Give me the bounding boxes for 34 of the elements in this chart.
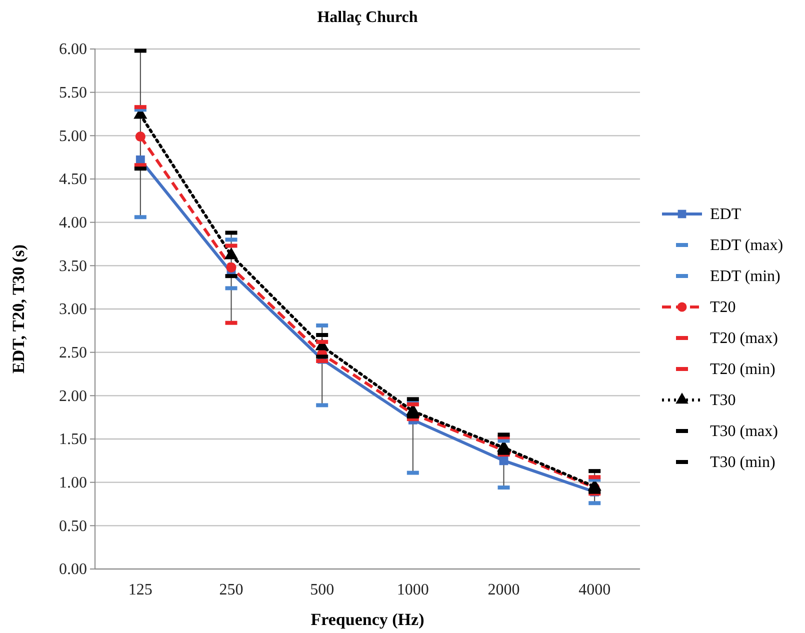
- y-tick-label: 0.50: [59, 518, 87, 535]
- legend-label: EDT: [710, 206, 742, 223]
- y-tick-label: 4.50: [59, 171, 87, 188]
- chart-title: Hallaç Church: [317, 9, 418, 26]
- y-tick-label: 5.00: [59, 128, 87, 145]
- x-tick-label: 500: [310, 581, 334, 598]
- y-tick-label: 0.00: [59, 561, 87, 578]
- x-tick-label: 1000: [396, 581, 429, 598]
- legend-label: T30: [710, 392, 736, 409]
- legend-label: T20 (max): [710, 330, 778, 347]
- legend-label: EDT (max): [710, 237, 784, 254]
- x-tick-label: 250: [219, 581, 244, 598]
- legend-label: T20 (min): [710, 361, 776, 378]
- x-tick-label: 125: [128, 581, 152, 598]
- legend-label: EDT (min): [710, 268, 780, 285]
- point: [135, 131, 146, 142]
- legend-label: T20: [710, 299, 736, 316]
- y-tick-label: 4.00: [59, 214, 87, 232]
- y-tick-label: 1.00: [59, 474, 87, 492]
- y-tick-label: 3.50: [59, 258, 87, 275]
- y-axis-title: EDT, T20, T30 (s): [9, 244, 28, 374]
- y-tick-label: 6.00: [59, 41, 87, 58]
- point: [499, 456, 508, 466]
- y-tick-label: 5.50: [59, 84, 87, 102]
- x-tick-label: 4000: [578, 581, 611, 598]
- x-tick-label: 2000: [488, 581, 520, 598]
- y-tick-label: 3.00: [59, 301, 87, 318]
- x-axis-title: Frequency (Hz): [310, 610, 424, 629]
- y-tick-label: 2.00: [59, 388, 87, 405]
- y-tick-label: 1.50: [59, 431, 87, 448]
- point: [226, 262, 236, 272]
- y-tick-label: 2.50: [59, 344, 87, 362]
- legend-label: T30 (max): [710, 423, 778, 440]
- legend-label: T30 (min): [710, 454, 776, 471]
